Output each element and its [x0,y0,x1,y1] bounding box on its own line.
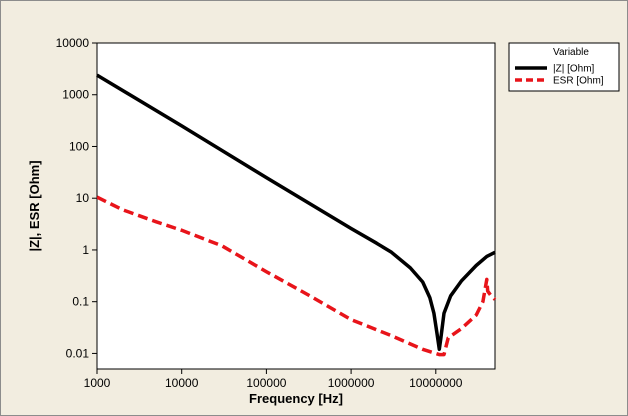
y-tick-label: 0.1 [72,295,89,309]
legend: Variable |Z| [Ohm] ESR [Ohm] [508,42,620,92]
series-line-z [96,73,496,352]
legend-label-esr: ESR [Ohm] [553,76,604,87]
plot-area [96,42,496,370]
y-tick-label: 10 [76,191,90,205]
y-axis-title: |Z|, ESR [Ohm] [27,160,42,251]
x-tick-label: 100000 [246,376,286,390]
series-line-esr [96,195,497,357]
y-axis: 0.01 0.1 1 10 100 1000 10000 [56,36,97,360]
legend-label-z: |Z| [Ohm] [553,64,595,75]
y-tick-label: 1000 [62,88,89,102]
x-tick-label: 10000 [165,376,199,390]
x-axis: 1000 10000 100000 1000000 10000000 [84,369,463,390]
x-tick-label: 1000000 [328,376,375,390]
y-tick-label: 1 [82,243,89,257]
y-tick-label: 100 [69,139,89,153]
plot-content [96,73,497,357]
x-axis-title: Frequency [Hz] [249,391,343,406]
y-tick-label: 0.01 [66,346,90,360]
x-tick-label: 1000 [84,376,111,390]
legend-title: Variable [553,47,589,58]
x-tick-label: 10000000 [409,376,463,390]
y-tick-label: 10000 [56,36,90,50]
